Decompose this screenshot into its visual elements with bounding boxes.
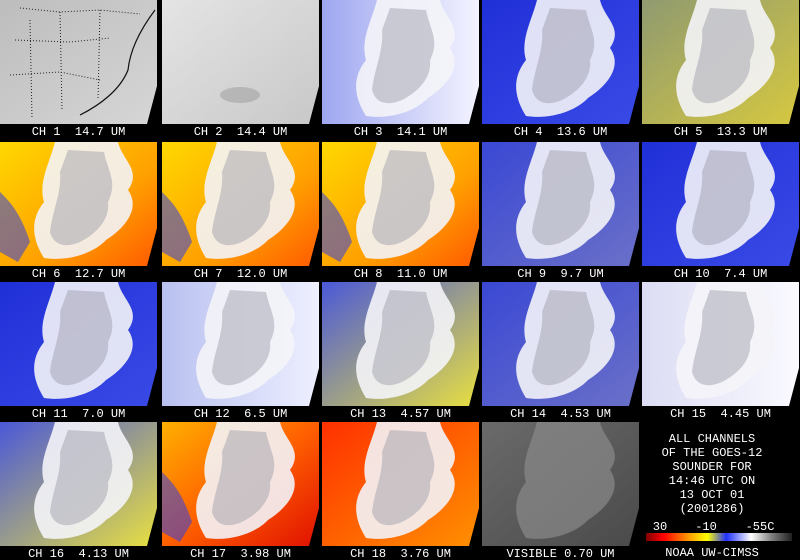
- panel-label: CH 4 13.6 UM: [514, 125, 608, 139]
- map-line: [14, 37, 111, 43]
- cloud: [676, 0, 775, 117]
- cloud: [356, 142, 455, 259]
- panel: CH 7 12.0 UM: [162, 142, 319, 281]
- cloud-core: [532, 290, 595, 386]
- cloud-core: [372, 290, 435, 386]
- panel-label: CH 3 14.1 UM: [354, 125, 448, 139]
- panel: CH 10 7.4 UM: [642, 142, 799, 281]
- cloud: [676, 142, 775, 259]
- info-line: SOUNDER FOR: [672, 460, 751, 474]
- cloud: [196, 282, 295, 399]
- panel-label: CH 13 4.57 UM: [350, 407, 451, 421]
- panel-label: CH 12 6.5 UM: [194, 407, 288, 421]
- cloud: [196, 142, 295, 259]
- map-line: [19, 7, 141, 15]
- cloud-core: [212, 290, 275, 386]
- credit: NOAA UW-CIMSS: [665, 546, 759, 560]
- panel: CH 14 4.53 UM: [482, 282, 639, 421]
- panel-label: CH 14 4.53 UM: [510, 407, 611, 421]
- panel: CH 4 13.6 UM: [482, 0, 639, 139]
- panel: CH 9 9.7 UM: [482, 142, 639, 281]
- panel-image: [0, 0, 157, 124]
- panel-label: CH 10 7.4 UM: [674, 267, 768, 281]
- panel: CH 6 12.7 UM: [0, 142, 157, 281]
- info-line: OF THE GOES-12: [662, 446, 763, 460]
- cloud: [676, 282, 775, 399]
- panel: CH 1 14.7 UM: [0, 0, 157, 139]
- map-line: [29, 19, 33, 119]
- cool-patch: [162, 472, 192, 542]
- cloud: [516, 422, 615, 539]
- panel-label: CH 5 13.3 UM: [674, 125, 768, 139]
- panel: CH 15 4.45 UM: [642, 282, 799, 421]
- cloud: [356, 0, 455, 117]
- cloud: [34, 282, 133, 399]
- cloud-core: [532, 8, 595, 104]
- cloud-core: [692, 8, 755, 104]
- scale-label: -55C: [746, 520, 775, 534]
- panel: CH 8 11.0 UM: [322, 142, 479, 281]
- panel-label: CH 15 4.45 UM: [670, 407, 771, 421]
- panel-label: CH 7 12.0 UM: [194, 267, 288, 281]
- panel: CH 16 4.13 UM: [0, 422, 157, 560]
- cloud: [356, 282, 455, 399]
- cool-patch: [162, 192, 192, 262]
- panel-label: CH 1 14.7 UM: [32, 125, 126, 139]
- panel-label: VISIBLE 0.70 UM: [506, 547, 614, 560]
- cloud-core: [372, 150, 435, 246]
- cloud: [516, 282, 615, 399]
- scale-label: -10: [695, 520, 717, 534]
- cool-patch: [0, 192, 30, 262]
- cloud-core: [692, 150, 755, 246]
- cloud: [516, 142, 615, 259]
- panel: CH 3 14.1 UM: [322, 0, 479, 139]
- color-scale: [646, 533, 792, 541]
- cloud: [516, 0, 615, 117]
- coastline: [79, 9, 156, 116]
- info-line: 14:46 UTC ON: [669, 474, 755, 488]
- info-line: 13 OCT 01: [680, 488, 745, 502]
- panel: CH 12 6.5 UM: [162, 282, 319, 421]
- cloud-core: [50, 150, 113, 246]
- cloud-core: [692, 290, 755, 386]
- map-line: [59, 11, 63, 111]
- panel-label: CH 2 14.4 UM: [194, 125, 288, 139]
- panel-label: CH 11 7.0 UM: [32, 407, 126, 421]
- scale-label: 30: [653, 520, 667, 534]
- panel-label: CH 8 11.0 UM: [354, 267, 448, 281]
- info-line: ALL CHANNELS: [669, 432, 755, 446]
- info-line: (2001286): [680, 502, 745, 516]
- shade: [220, 87, 260, 103]
- panel-label: CH 6 12.7 UM: [32, 267, 126, 281]
- cloud: [356, 422, 455, 539]
- panel: CH 17 3.98 UM: [162, 422, 319, 560]
- panel: CH 18 3.76 UM: [322, 422, 479, 560]
- map-line: [97, 9, 101, 101]
- panel: CH 2 14.4 UM: [162, 0, 319, 139]
- cloud-core: [50, 430, 113, 526]
- cloud-core: [372, 430, 435, 526]
- panel-label: CH 9 9.7 UM: [517, 267, 603, 281]
- panel: CH 5 13.3 UM: [642, 0, 799, 139]
- cloud-core: [532, 150, 595, 246]
- cloud-core: [212, 430, 275, 526]
- cloud: [34, 422, 133, 539]
- cloud-core: [50, 290, 113, 386]
- panel-image: [162, 0, 319, 124]
- cool-patch: [322, 192, 352, 262]
- cloud: [196, 422, 295, 539]
- cloud-core: [212, 150, 275, 246]
- panel-label: CH 17 3.98 UM: [190, 547, 291, 560]
- panel: CH 13 4.57 UM: [322, 282, 479, 421]
- cloud: [34, 142, 133, 259]
- cloud-core: [372, 8, 435, 104]
- panel: VISIBLE 0.70 UM: [482, 422, 639, 560]
- panel-label: CH 18 3.76 UM: [350, 547, 451, 560]
- panel: CH 11 7.0 UM: [0, 282, 157, 421]
- panel-label: CH 16 4.13 UM: [28, 547, 129, 560]
